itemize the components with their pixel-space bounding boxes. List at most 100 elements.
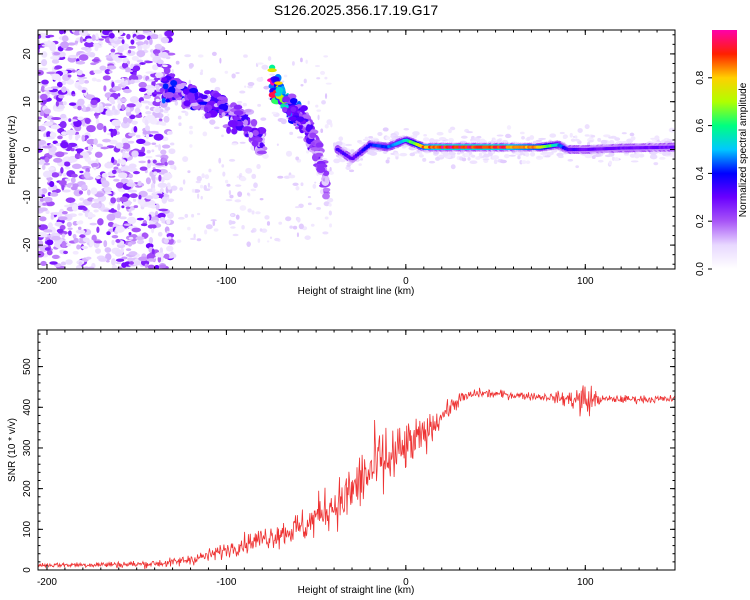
spectrogram-cell bbox=[70, 177, 76, 184]
spectrogram-cell bbox=[184, 54, 191, 58]
spectrogram-cell bbox=[38, 116, 43, 120]
spectrogram-cell bbox=[329, 223, 332, 228]
spectrogram-cell bbox=[83, 171, 91, 179]
spectrogram-cell bbox=[438, 137, 447, 141]
spectrogram-cell bbox=[259, 228, 263, 232]
spectrogram-cell bbox=[191, 213, 195, 218]
spectrogram-cell bbox=[649, 154, 658, 160]
spectrogram-cell bbox=[140, 100, 151, 104]
spectrogram-cell bbox=[61, 35, 69, 42]
spectrogram-cell bbox=[121, 205, 125, 209]
spectrogram-cell bbox=[98, 105, 104, 113]
spectrogram-cell bbox=[124, 80, 129, 85]
spectrogram-cell bbox=[111, 119, 121, 127]
spectrogram-cell bbox=[235, 184, 242, 187]
spectrogram-cell bbox=[295, 186, 300, 191]
colorbar-tick-label: 0.0 bbox=[695, 262, 706, 276]
spectrogram-cell bbox=[276, 143, 279, 146]
spectrogram-xtick-label: 100 bbox=[577, 276, 594, 287]
spectrogram-cell bbox=[72, 233, 77, 239]
spectrogram-cell bbox=[315, 142, 324, 148]
spectrogram-cell bbox=[95, 248, 102, 254]
spectrogram-cell bbox=[41, 79, 49, 85]
spectrogram-cell bbox=[68, 54, 78, 59]
spectrogram-cell bbox=[65, 197, 76, 204]
spectrogram-cell bbox=[112, 86, 122, 92]
spectrogram-cell bbox=[105, 191, 113, 195]
spectrogram-ytick-label: 0 bbox=[22, 146, 33, 152]
spectrogram-cell bbox=[127, 45, 137, 49]
spectrogram-cell bbox=[298, 223, 304, 230]
spectrogram-cell bbox=[72, 93, 76, 97]
spectrogram-cell bbox=[81, 119, 86, 127]
spectrogram-cell bbox=[247, 81, 255, 87]
spectrogram-cell bbox=[111, 156, 115, 164]
spectrogram-cell bbox=[281, 80, 285, 83]
colorbar-tick-label: 0.4 bbox=[695, 166, 706, 180]
spectrogram-cell bbox=[196, 238, 202, 242]
spectrogram-cell bbox=[51, 59, 60, 64]
spectrogram-cell bbox=[155, 252, 165, 258]
spectrogram-cell bbox=[152, 194, 160, 200]
spectrogram-cell bbox=[113, 36, 118, 42]
spectrogram-cell bbox=[84, 117, 91, 124]
spectrogram-cell bbox=[614, 137, 621, 141]
spectrogram-cell bbox=[330, 122, 333, 128]
spectrogram-cell bbox=[320, 128, 324, 134]
spectrogram-cell bbox=[136, 217, 145, 221]
spectrogram-cell bbox=[266, 240, 270, 243]
spectrogram-cell bbox=[289, 131, 294, 136]
spectrogram-cell bbox=[394, 154, 400, 157]
spectrogram-cell bbox=[96, 226, 100, 233]
spectrogram-cell bbox=[558, 155, 564, 159]
spectrogram-cell bbox=[230, 226, 236, 229]
spectrogram-cell bbox=[143, 49, 148, 52]
spectrogram-cell bbox=[61, 189, 71, 193]
spectrogram-cell bbox=[162, 83, 169, 90]
spectrogram-cell bbox=[77, 85, 82, 91]
spectrogram-cell bbox=[91, 34, 96, 42]
spectrogram-cell bbox=[145, 195, 155, 200]
spectrogram-ytick-label: -10 bbox=[22, 190, 33, 205]
spectrogram-cell bbox=[190, 102, 199, 107]
spectrogram-cell bbox=[60, 131, 68, 136]
spectrogram-cell bbox=[230, 213, 234, 217]
spectrogram-cell bbox=[94, 151, 103, 158]
snr-ytick-label: 0 bbox=[22, 567, 33, 573]
spectrogram-cell bbox=[286, 109, 292, 117]
spectrogram-cell bbox=[243, 119, 249, 126]
spectrogram-cell bbox=[85, 256, 92, 260]
spectrogram-cell bbox=[177, 115, 182, 120]
spectrogram-cell bbox=[151, 173, 156, 182]
spectrogram-cell bbox=[219, 57, 222, 64]
spectrogram-cell bbox=[150, 49, 154, 53]
spectrogram-cell bbox=[160, 176, 165, 183]
spectrogram-cell bbox=[64, 166, 71, 170]
spectrogram-cell bbox=[118, 189, 126, 193]
spectrogram-cell bbox=[574, 135, 578, 139]
spectrogram-cell bbox=[67, 42, 76, 46]
spectrogram-cell bbox=[136, 138, 146, 144]
spectrogram-cell bbox=[75, 134, 79, 141]
snr-axes: -200 -100 0 100 0 100 200 300 400 500 bbox=[22, 330, 676, 588]
spectrogram-cell bbox=[145, 105, 149, 110]
spectrogram-cell bbox=[58, 94, 65, 99]
spectrogram-cell bbox=[436, 131, 444, 136]
spectrogram-cell bbox=[64, 178, 71, 182]
colorbar: 0.0 0.2 0.4 0.6 0.8 Normalized spectral ampl… bbox=[695, 30, 749, 276]
spectrogram-cell bbox=[253, 182, 258, 189]
spectrogram-cell bbox=[157, 255, 162, 263]
spectrogram-cell bbox=[197, 54, 204, 58]
spectrogram-cell bbox=[151, 80, 156, 87]
spectrogram-cell bbox=[232, 233, 239, 237]
colorbar-tick-label: 0.2 bbox=[695, 214, 706, 228]
spectrogram-cell bbox=[671, 145, 675, 149]
spectrogram-cell bbox=[126, 60, 131, 65]
spectrogram-cell bbox=[112, 128, 118, 137]
spectrogram-cell bbox=[126, 103, 136, 108]
spectrogram-cell bbox=[39, 216, 47, 222]
spectrogram-cell bbox=[153, 77, 159, 83]
spectrogram-cell bbox=[222, 171, 226, 177]
spectrogram-cell bbox=[175, 60, 180, 65]
spectrogram-cell bbox=[160, 36, 170, 44]
